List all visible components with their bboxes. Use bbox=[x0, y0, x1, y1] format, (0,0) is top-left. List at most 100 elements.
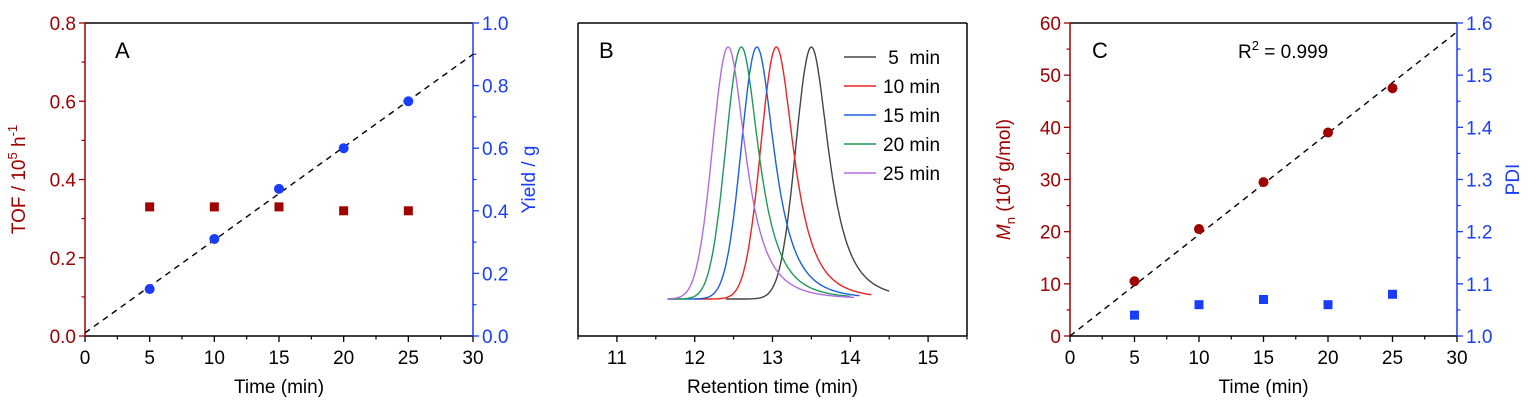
legend-label: 10 min bbox=[883, 77, 940, 98]
x-tick-label: 5 bbox=[144, 348, 155, 369]
x-axis-label: Time (min) bbox=[234, 377, 324, 398]
data-point-circle bbox=[1258, 177, 1269, 188]
y-right-tick-label: 0.4 bbox=[482, 202, 509, 223]
data-point-circle bbox=[144, 284, 155, 295]
label-part: h bbox=[9, 136, 30, 152]
label-sup: 2 bbox=[1252, 38, 1259, 53]
label-part: R bbox=[1238, 42, 1252, 63]
x-tick-label: 5 bbox=[1129, 348, 1140, 369]
data-point-square bbox=[1323, 300, 1333, 310]
data-point-circle bbox=[403, 96, 414, 107]
panel-a: 0 5 10 15 20 25 30 Time (min) 0.0 0.2 0.4 0.6 0.8 0.0… bbox=[5, 14, 540, 398]
data-point-circle bbox=[1387, 83, 1398, 94]
data-point-square bbox=[209, 202, 219, 212]
data-point-circle bbox=[338, 143, 349, 154]
label-part: = 0.999 bbox=[1259, 42, 1328, 63]
label-part: TOF / 10 bbox=[9, 160, 30, 235]
x-tick-label: 14 bbox=[840, 348, 862, 369]
panel-label: B bbox=[599, 38, 614, 63]
y-right-tick-label: 1.1 bbox=[1466, 275, 1492, 296]
data-point-square bbox=[1130, 310, 1139, 320]
panel-b: 11 12 13 14 15 Retention time (min) 5 min 10 m… bbox=[577, 22, 968, 398]
x-tick-label: 0 bbox=[1065, 348, 1076, 369]
x-tick-label: 15 bbox=[268, 348, 289, 369]
y-left-tick-label: 0 bbox=[1050, 327, 1061, 348]
y-left-axis-label: TOF / 105 h-1 bbox=[5, 125, 30, 234]
x-tick-label: 25 bbox=[398, 348, 419, 369]
x-tick-label: 12 bbox=[684, 348, 705, 369]
x-tick-label: 10 bbox=[204, 348, 225, 369]
x-tick-label: 30 bbox=[1446, 348, 1467, 369]
data-point-square bbox=[1259, 294, 1268, 304]
label-sub: n bbox=[1003, 217, 1018, 224]
data-point-square bbox=[145, 202, 155, 212]
x-tick-label: 15 bbox=[918, 348, 939, 369]
x-tick-label: 20 bbox=[1317, 348, 1338, 369]
y-right-tick-label: 1.3 bbox=[1466, 171, 1492, 192]
y-left-tick-label: 0.6 bbox=[50, 92, 76, 113]
y-left-tick-label: 10 bbox=[1040, 275, 1061, 296]
legend-label: 5 min bbox=[883, 48, 940, 69]
label-part: (10 bbox=[994, 184, 1015, 217]
y-left-tick-label: 30 bbox=[1040, 171, 1061, 192]
y-left-tick-label: 40 bbox=[1040, 118, 1061, 139]
label-part: M bbox=[994, 224, 1015, 240]
y-right-tick-label: 0.8 bbox=[482, 77, 508, 98]
y-left-tick-label: 0.2 bbox=[50, 249, 76, 270]
data-point-circle bbox=[274, 183, 284, 194]
data-point-square bbox=[403, 206, 413, 216]
gpc-curve bbox=[694, 46, 872, 300]
label-part: g/mol) bbox=[994, 119, 1015, 177]
x-tick-label: 0 bbox=[80, 348, 91, 369]
gpc-curve bbox=[725, 46, 890, 300]
y-right-axis-label: PDI bbox=[1503, 164, 1524, 196]
x-tick-label: 13 bbox=[762, 348, 783, 369]
panel-label: C bbox=[1092, 38, 1108, 63]
x-axis-label: Retention time (min) bbox=[687, 377, 858, 398]
x-tick-label: 30 bbox=[462, 348, 483, 369]
y-right-tick-label: 1.0 bbox=[482, 14, 508, 35]
gpc-curve bbox=[667, 46, 855, 300]
y-right-tick-label: 1.6 bbox=[1466, 14, 1492, 35]
legend-label: 25 min bbox=[883, 164, 940, 185]
y-right-tick-label: 0.2 bbox=[482, 264, 508, 285]
data-point-circle bbox=[1129, 276, 1140, 287]
x-tick-label: 25 bbox=[1382, 348, 1403, 369]
y-left-tick-label: 0.8 bbox=[50, 14, 76, 35]
label-sup: 5 bbox=[5, 152, 20, 159]
label-sup: 4 bbox=[990, 177, 1005, 184]
panel-label: A bbox=[115, 38, 130, 63]
x-tick-label: 11 bbox=[607, 348, 627, 369]
y-left-tick-label: 0.0 bbox=[50, 327, 76, 348]
y-right-tick-label: 1.4 bbox=[1466, 118, 1493, 139]
legend-label: 20 min bbox=[883, 135, 940, 156]
label-sup: -1 bbox=[5, 125, 20, 137]
y-right-axis-label: Yield / g bbox=[519, 146, 540, 214]
y-right-tick-label: 0.0 bbox=[482, 327, 508, 348]
data-point-square bbox=[1388, 289, 1397, 299]
y-right-tick-label: 0.6 bbox=[482, 139, 508, 160]
data-point-circle bbox=[1323, 127, 1333, 138]
y-right-tick-label: 1.0 bbox=[1466, 327, 1492, 348]
legend-label: 15 min bbox=[883, 106, 940, 127]
y-right-tick-label: 1.2 bbox=[1466, 223, 1492, 244]
y-right-tick-label: 1.5 bbox=[1466, 66, 1492, 87]
r-squared-annotation: R2 = 0.999 bbox=[1238, 38, 1328, 63]
gpc-curve bbox=[667, 46, 851, 300]
data-point-square bbox=[339, 206, 349, 216]
data-point-circle bbox=[1194, 224, 1204, 235]
x-tick-label: 20 bbox=[333, 348, 354, 369]
x-tick-label: 10 bbox=[1188, 348, 1209, 369]
y-left-tick-label: 0.4 bbox=[50, 171, 77, 192]
y-left-tick-label: 60 bbox=[1040, 14, 1061, 35]
data-point-square bbox=[1194, 300, 1204, 310]
data-point-circle bbox=[209, 233, 220, 244]
gpc-curve bbox=[667, 46, 860, 300]
panel-c: 0 5 10 15 20 25 30 Time (min) 0 10 20 30 40 50 60 1.0 1.… bbox=[990, 14, 1524, 398]
data-point-square bbox=[274, 202, 284, 212]
y-left-tick-label: 20 bbox=[1040, 223, 1061, 244]
x-axis-label: Time (min) bbox=[1218, 377, 1308, 398]
y-left-axis-label: Mn (104 g/mol) bbox=[990, 119, 1018, 240]
x-tick-label: 15 bbox=[1253, 348, 1274, 369]
